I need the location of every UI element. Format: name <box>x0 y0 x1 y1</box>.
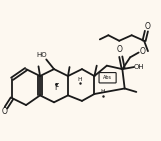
Text: HO: HO <box>36 52 47 58</box>
Text: F: F <box>54 83 59 92</box>
Text: Abs: Abs <box>103 75 112 80</box>
Text: O: O <box>1 107 7 116</box>
Text: OH: OH <box>133 64 144 70</box>
Text: O: O <box>116 45 122 54</box>
Text: H: H <box>77 77 82 82</box>
Text: H: H <box>101 89 105 94</box>
Text: O: O <box>144 22 150 31</box>
Text: O: O <box>140 47 146 56</box>
FancyBboxPatch shape <box>99 73 116 83</box>
